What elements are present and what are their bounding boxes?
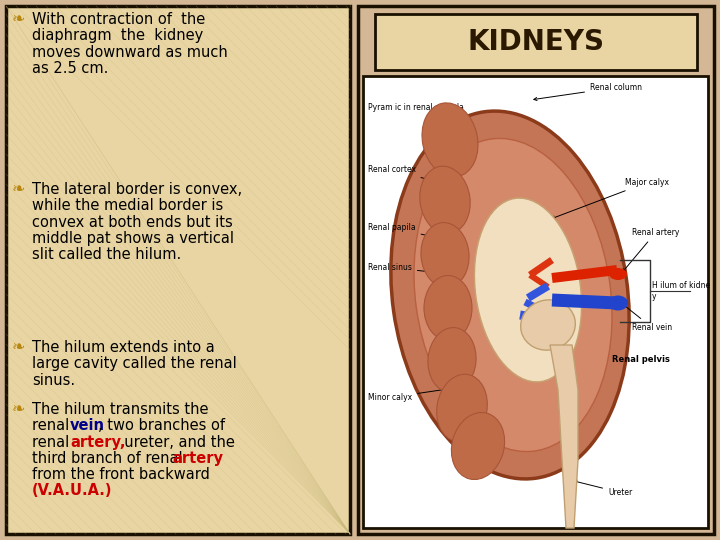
Text: With contraction of  the: With contraction of the bbox=[32, 12, 205, 27]
Text: slit called the hilum.: slit called the hilum. bbox=[32, 247, 181, 262]
Ellipse shape bbox=[437, 374, 487, 442]
Text: , two branches of: , two branches of bbox=[98, 418, 225, 433]
Text: Renal sinus: Renal sinus bbox=[368, 263, 456, 276]
Text: diaphragm  the  kidney: diaphragm the kidney bbox=[32, 28, 203, 43]
FancyArrow shape bbox=[552, 265, 618, 283]
Text: ureter, and the: ureter, and the bbox=[115, 435, 235, 449]
Text: third branch of renal: third branch of renal bbox=[32, 451, 187, 466]
FancyArrow shape bbox=[528, 273, 549, 289]
Text: Renal pelvis: Renal pelvis bbox=[612, 355, 670, 364]
Text: Renal vein: Renal vein bbox=[623, 305, 672, 332]
FancyArrow shape bbox=[528, 257, 554, 278]
Text: convex at both ends but its: convex at both ends but its bbox=[32, 214, 233, 230]
Text: H ilum of kidne
y: H ilum of kidne y bbox=[652, 281, 710, 301]
Text: while the medial border is: while the medial border is bbox=[32, 198, 223, 213]
Ellipse shape bbox=[424, 275, 472, 341]
Text: The lateral border is convex,: The lateral border is convex, bbox=[32, 182, 242, 197]
Text: Renal cortex: Renal cortex bbox=[368, 165, 444, 185]
Ellipse shape bbox=[420, 166, 470, 234]
Text: ❧: ❧ bbox=[12, 340, 25, 355]
Text: ❧: ❧ bbox=[12, 12, 25, 27]
Text: vein: vein bbox=[70, 418, 105, 433]
FancyBboxPatch shape bbox=[375, 14, 697, 70]
Ellipse shape bbox=[391, 111, 629, 479]
FancyArrow shape bbox=[523, 299, 546, 315]
Ellipse shape bbox=[451, 413, 505, 480]
Text: from the front backward: from the front backward bbox=[32, 467, 210, 482]
Text: artery: artery bbox=[172, 451, 223, 466]
Ellipse shape bbox=[608, 295, 628, 310]
Text: The hilum transmits the: The hilum transmits the bbox=[32, 402, 209, 417]
FancyArrow shape bbox=[526, 282, 550, 301]
Text: Ureter: Ureter bbox=[574, 480, 632, 497]
FancyBboxPatch shape bbox=[358, 6, 714, 534]
Ellipse shape bbox=[609, 268, 627, 280]
Ellipse shape bbox=[474, 198, 582, 382]
Text: Renal artery: Renal artery bbox=[623, 228, 680, 272]
FancyArrow shape bbox=[519, 310, 551, 325]
FancyBboxPatch shape bbox=[363, 76, 708, 528]
Text: middle pat shows a vertical: middle pat shows a vertical bbox=[32, 231, 234, 246]
FancyArrow shape bbox=[552, 294, 617, 309]
Text: moves downward as much: moves downward as much bbox=[32, 45, 228, 59]
Ellipse shape bbox=[422, 103, 478, 177]
Text: Renal papila: Renal papila bbox=[368, 223, 444, 240]
FancyBboxPatch shape bbox=[6, 6, 350, 534]
Text: renal: renal bbox=[32, 418, 74, 433]
Ellipse shape bbox=[428, 328, 476, 393]
Polygon shape bbox=[550, 345, 578, 528]
Ellipse shape bbox=[414, 138, 612, 451]
Text: renal: renal bbox=[32, 435, 74, 449]
Text: sinus.: sinus. bbox=[32, 373, 75, 388]
Text: large cavity called the renal: large cavity called the renal bbox=[32, 356, 237, 372]
Ellipse shape bbox=[474, 198, 582, 382]
Text: Major calyx: Major calyx bbox=[552, 178, 669, 219]
Text: KIDNEYS: KIDNEYS bbox=[467, 28, 605, 56]
Text: The hilum extends into a: The hilum extends into a bbox=[32, 340, 215, 355]
Text: ❧: ❧ bbox=[12, 402, 25, 417]
Text: as 2.5 cm.: as 2.5 cm. bbox=[32, 61, 109, 76]
Text: ❧: ❧ bbox=[12, 182, 25, 197]
Text: artery,: artery, bbox=[70, 435, 125, 449]
Text: Minor calyx: Minor calyx bbox=[368, 384, 471, 402]
Text: (V.A.U.A.): (V.A.U.A.) bbox=[32, 483, 112, 498]
Text: Pyram ic in renal medula: Pyram ic in renal medula bbox=[368, 103, 464, 124]
Ellipse shape bbox=[521, 300, 575, 350]
Ellipse shape bbox=[421, 222, 469, 287]
Text: Renal column: Renal column bbox=[534, 83, 642, 100]
